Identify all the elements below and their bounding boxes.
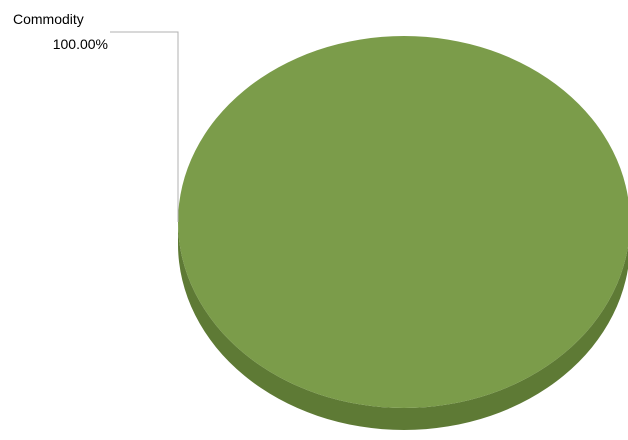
data-label-leader-line: [110, 31, 179, 222]
data-label-percent: 100.00%: [53, 36, 108, 52]
pie-slice-commodity[interactable]: [178, 36, 628, 408]
data-label-category: Commodity: [13, 11, 84, 27]
